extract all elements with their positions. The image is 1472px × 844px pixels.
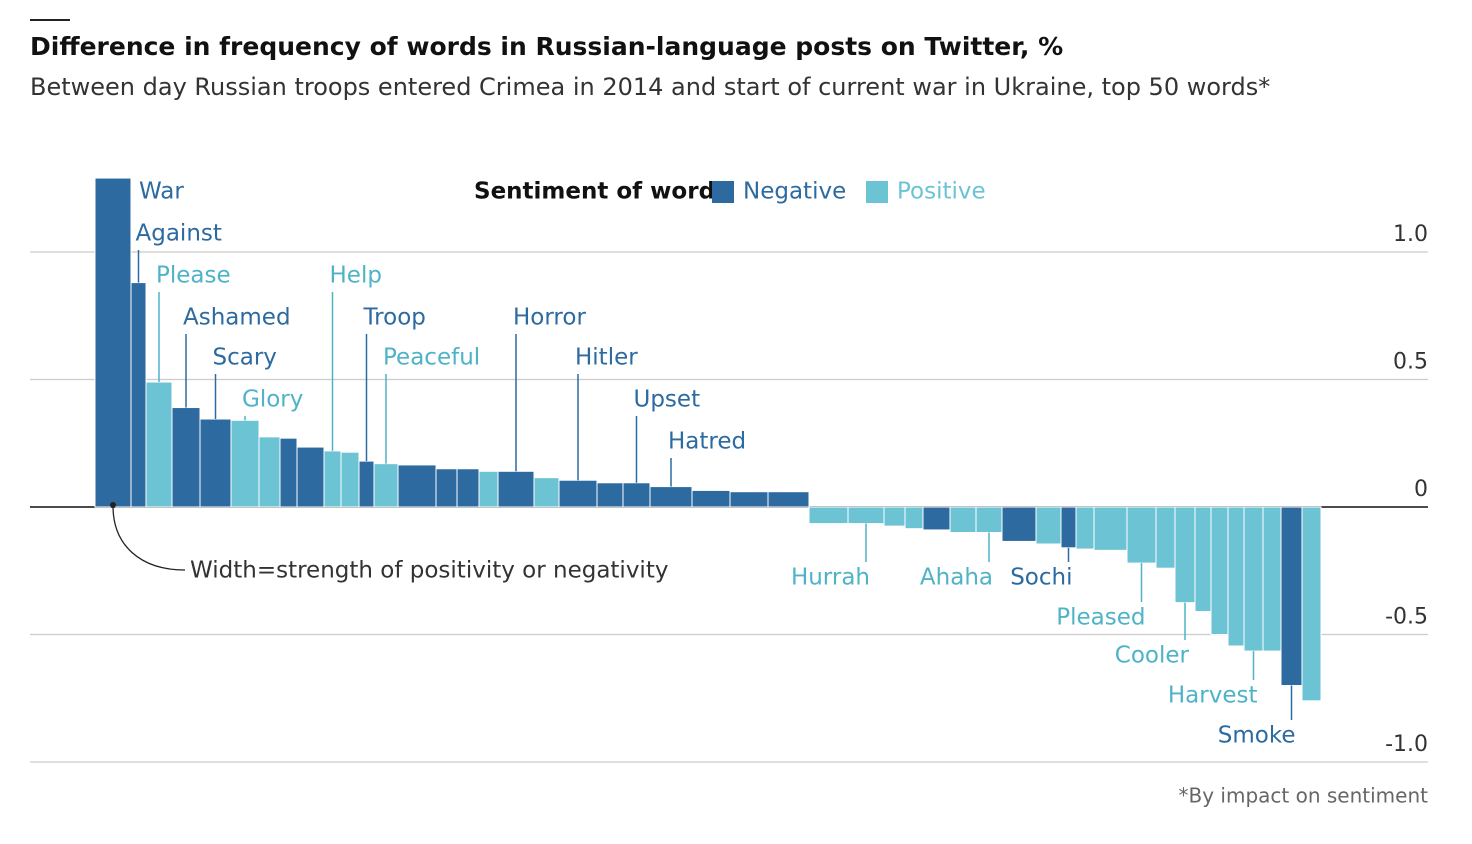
- bar: [94, 177, 132, 508]
- bar: [373, 463, 399, 508]
- bar: [1243, 506, 1264, 652]
- bar: [904, 506, 924, 530]
- bar: [1194, 506, 1212, 613]
- bar: [435, 468, 458, 508]
- bar-label: Harvest: [1168, 683, 1258, 709]
- bar-label: Glory: [242, 387, 303, 413]
- bar-label: Hurrah: [791, 565, 870, 591]
- chart-subtitle: Between day Russian troops entered Crime…: [30, 73, 1270, 101]
- y-tick-label: -0.5: [1385, 605, 1428, 630]
- bar: [1262, 506, 1282, 652]
- bar-label: Cooler: [1115, 643, 1190, 669]
- bar: [729, 491, 769, 508]
- bar: [397, 464, 437, 508]
- bar: [622, 482, 651, 508]
- bar: [130, 282, 147, 508]
- bar: [230, 419, 260, 508]
- bar: [533, 477, 560, 508]
- bar-label: Troop: [363, 305, 426, 331]
- bar: [767, 491, 810, 508]
- bar-label: Hitler: [575, 345, 638, 371]
- bar: [975, 506, 1003, 533]
- bar-label: Upset: [634, 387, 701, 413]
- bar-label: Pleased: [1056, 605, 1145, 631]
- bar: [1280, 506, 1303, 686]
- bar: [1075, 506, 1095, 550]
- bar: [1035, 506, 1062, 545]
- bar: [478, 470, 499, 508]
- bar: [456, 468, 480, 508]
- bar-label: Smoke: [1218, 723, 1296, 749]
- bar: [596, 482, 624, 508]
- bar: [847, 506, 885, 525]
- bar: [1001, 506, 1037, 542]
- bar: [358, 460, 375, 508]
- bar-label: Ashamed: [183, 305, 291, 331]
- y-tick-label: 0: [1414, 477, 1428, 502]
- bar: [1126, 506, 1157, 564]
- bar: [808, 506, 849, 525]
- bar: [258, 436, 281, 508]
- chart-title: Difference in frequency of words in Russ…: [30, 32, 1063, 61]
- legend-swatch: [712, 181, 734, 203]
- bar: [1060, 506, 1077, 549]
- bar: [1210, 506, 1229, 635]
- bar: [340, 451, 360, 508]
- bar: [1155, 506, 1176, 569]
- bar: [883, 506, 906, 527]
- bar: [497, 470, 535, 508]
- annotation-dot: [110, 502, 116, 508]
- bar: [649, 486, 693, 508]
- bar-label: Horror: [513, 305, 586, 331]
- bar: [171, 407, 201, 508]
- y-tick-label: 1.0: [1393, 222, 1428, 247]
- annotation: Width=strength of positivity or negativi…: [190, 558, 668, 584]
- legend-label: Positive: [897, 179, 986, 205]
- y-tick-label: 0.5: [1393, 350, 1428, 375]
- bar-label: Scary: [213, 345, 277, 371]
- footnote: *By impact on sentiment: [1179, 784, 1429, 808]
- bar: [145, 381, 173, 508]
- bar-label: War: [139, 179, 184, 205]
- bar: [1227, 506, 1245, 647]
- legend-swatch: [866, 181, 888, 203]
- bar: [949, 506, 977, 533]
- bar-label: Please: [156, 263, 231, 289]
- legend-label: Negative: [743, 179, 846, 205]
- bar-label: Against: [136, 221, 222, 247]
- plot: 1.0 0.5 0 -0.5 -1.0 Negative Positive War Agains…: [30, 177, 1428, 763]
- bar-label: Ahaha: [920, 565, 993, 591]
- bar-label: Hatred: [668, 429, 746, 455]
- bar: [922, 506, 951, 531]
- bar-label: Peaceful: [383, 345, 480, 371]
- bar-label: Help: [330, 263, 382, 289]
- legend-title: Sentiment of word: [474, 179, 715, 205]
- bar: [1174, 506, 1196, 604]
- bar: [1301, 506, 1322, 702]
- bar-label: Sochi: [1010, 565, 1072, 591]
- bar: [296, 446, 325, 508]
- bar: [558, 479, 598, 508]
- annotation-line: [112, 505, 186, 571]
- y-tick-label: -1.0: [1385, 732, 1428, 757]
- bar: [1093, 506, 1128, 551]
- bar: [691, 489, 731, 508]
- bar: [323, 450, 342, 508]
- bar: [279, 437, 298, 508]
- bar: [199, 418, 232, 508]
